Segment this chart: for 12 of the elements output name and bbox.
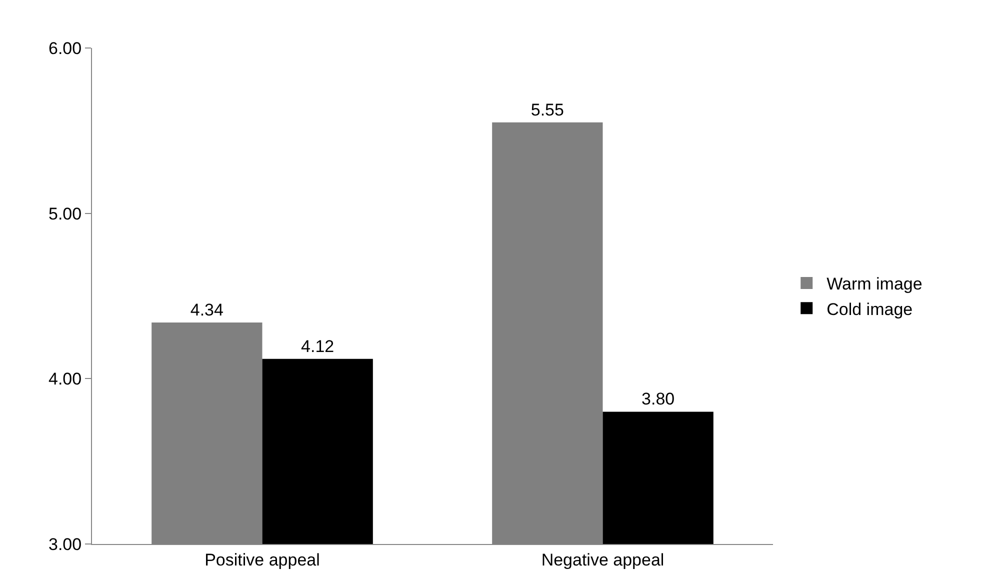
y-tick-label: 3.00 (48, 534, 82, 554)
x-tick-label: Positive appeal (204, 550, 320, 570)
data-label: 3.80 (642, 390, 675, 409)
legend-label: Warm image (826, 274, 922, 294)
legend-label: Cold image (826, 300, 913, 319)
y-tick-label: 6.00 (48, 38, 82, 58)
x-tick-label: Negative appeal (541, 550, 664, 570)
y-tick-label: 4.00 (48, 370, 82, 389)
data-label: 5.55 (530, 100, 564, 120)
data-label: 4.12 (301, 336, 334, 356)
y-tick-label: 5.00 (48, 204, 82, 224)
data-label: 4.34 (190, 300, 224, 320)
